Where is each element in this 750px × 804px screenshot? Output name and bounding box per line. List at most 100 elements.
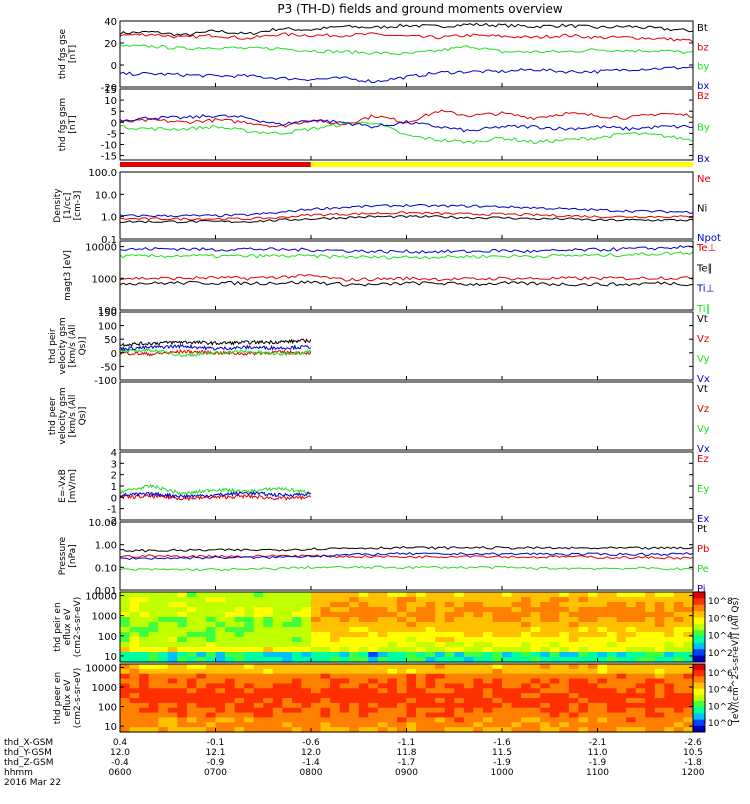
heatmap-cell [559,664,570,670]
heatmap-cell [263,627,274,633]
heatmap-cell [664,612,675,618]
heatmap-cell [196,602,207,608]
legend-Ni: Ni [697,204,707,215]
heatmap-cell [330,707,341,714]
heatmap-cell [387,632,398,638]
heatmap-cell [406,688,417,694]
heatmap-cell [186,683,197,689]
heatmap-cell [358,722,369,728]
heatmap-cell [511,637,522,643]
heatmap-cell [186,622,197,628]
heatmap-cell [635,668,646,675]
heatmap-cell [167,664,178,670]
heatmap-cell [387,597,398,603]
heatmap-cell [120,727,131,733]
heatmap-cell [311,673,322,680]
heatmap-cell [568,673,579,680]
time-axis-value: -0.1 [207,738,225,748]
heatmap-cell [196,607,207,613]
heatmap-cell [205,607,217,613]
heatmap-cell [521,693,532,699]
heatmap-cell [129,597,140,603]
heatmap-cell [482,607,494,613]
heatmap-cell [368,702,379,709]
heatmap-cell [272,592,283,598]
colorbar-segment [693,707,705,714]
heatmap-cell [530,702,541,709]
heatmap-cell [473,627,484,633]
heatmap-cell [291,707,303,714]
heatmap-cell [664,688,675,694]
heatmap-cell [196,668,207,675]
heatmap-cell [587,602,599,608]
heatmap-cell [683,657,694,663]
heatmap-cell [244,712,255,719]
heatmap-cell [253,597,264,603]
heatmap-cell [320,688,331,694]
heatmap-cell [120,652,131,658]
colorbar-segment [693,611,705,618]
heatmap-cell [253,668,264,675]
heatmap-cell [177,592,188,598]
heatmap-cell [616,702,627,709]
time-axis-row-label: hhmm [4,768,33,778]
heatmap-cell [425,617,436,623]
heatmap-cell [148,678,159,685]
heatmap-cell [205,632,217,638]
heatmap-cell [196,698,207,704]
heatmap-cell [473,698,484,704]
heatmap-cell [568,688,579,694]
heatmap-cell [330,602,341,608]
heatmap-cell [559,652,570,658]
heatmap-cell [416,712,427,719]
heatmap-cell [129,702,140,709]
heatmap-cell [444,707,455,714]
heatmap-cell [673,722,685,728]
y-tick-label: -50 [101,362,117,373]
y-tick-label: -1 [107,505,117,516]
heatmap-cell [311,668,322,675]
heatmap-cell [549,722,560,728]
heatmap-cell [244,673,255,680]
heatmap-cell [167,702,178,709]
heatmap-cell [120,657,131,663]
heatmap-cell [396,717,408,723]
heatmap-cell [406,647,417,653]
heatmap-cell [673,712,685,719]
heatmap-cell [559,678,570,685]
heatmap-cell [196,717,207,723]
heatmap-cell [587,698,599,704]
heatmap-cell [492,652,503,658]
heatmap-cell [291,642,303,648]
heatmap-cell [616,727,627,733]
heatmap-cell [387,683,398,689]
legend-Bz: Bz [697,91,709,102]
heatmap-cell [530,657,541,663]
heatmap-cell [396,607,408,613]
heatmap-cell [358,602,369,608]
legend-Vz: Vz [697,404,709,415]
heatmap-cell [349,707,360,714]
heatmap-cell [444,652,455,658]
heatmap-cell [607,683,618,689]
heatmap-cell [626,652,637,658]
heatmap-cell [311,688,322,694]
heatmap-cell [683,683,694,689]
heatmap-cell [263,637,274,643]
heatmap-cell [540,668,551,675]
heatmap-cell [482,717,494,723]
heatmap-cell [654,647,665,653]
colorbar-segment [693,725,705,733]
heatmap-cell [511,707,522,714]
heatmap-cell [234,647,245,653]
y-tick-label: 1000 [92,274,117,285]
heatmap-cell [205,673,217,680]
heatmap-cell [607,717,618,723]
heatmap-cell [530,712,541,719]
heatmap-cell [454,617,465,623]
y-tick-label: 20 [104,39,117,50]
heatmap-cell [139,707,150,714]
heatmap-cell [511,717,522,723]
heatmap-cell [263,602,274,608]
